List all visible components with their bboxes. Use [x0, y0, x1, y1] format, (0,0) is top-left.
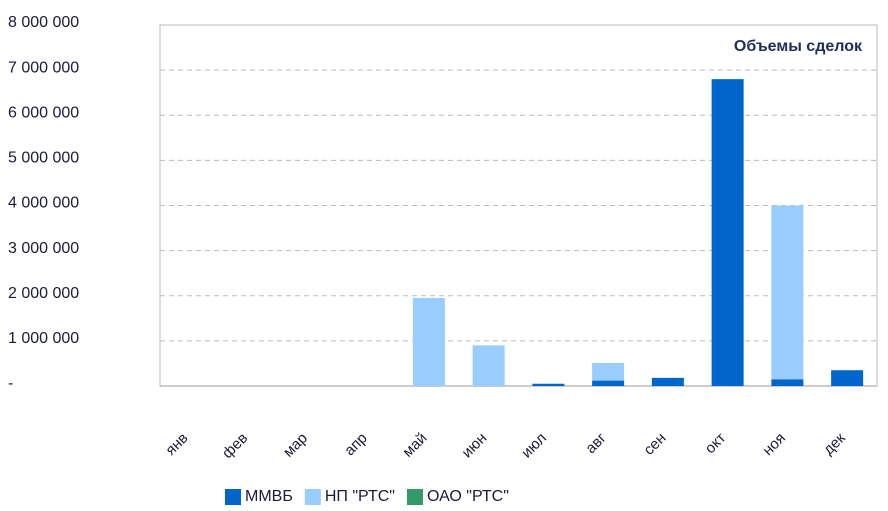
legend-swatch [304, 489, 321, 505]
x-tick-label: май [399, 430, 430, 461]
bar-segment [831, 370, 864, 386]
x-tick-label: авг [582, 429, 610, 457]
bar-segment [472, 345, 505, 386]
bar-segment [592, 362, 625, 381]
legend-label: ОАО "РТС" [427, 488, 509, 505]
bar-segment [592, 380, 625, 386]
legend-swatch [406, 489, 423, 505]
plot-frame [159, 24, 878, 387]
x-tick-label: янв [162, 430, 191, 459]
x-tick-label: фев [219, 430, 251, 462]
legend-label: НП "РТС" [325, 488, 395, 505]
bar-segment [771, 205, 804, 380]
bar-segment [651, 377, 684, 386]
y-tick-label: 8 000 000 [8, 14, 79, 31]
y-tick-label: 5 000 000 [8, 150, 79, 167]
y-tick-label: 4 000 000 [8, 195, 79, 212]
x-tick-label: июл [518, 430, 550, 462]
x-tick-label: мар [280, 430, 311, 461]
y-tick-label: 3 000 000 [8, 240, 79, 257]
bar-segment [771, 379, 804, 386]
y-tick-label: - [8, 375, 13, 392]
x-tick-label: ноя [759, 430, 789, 460]
x-tick-label: июн [458, 430, 490, 462]
y-tick-label: 7 000 000 [8, 59, 79, 76]
bar-segment [412, 298, 445, 386]
y-tick-label: 6 000 000 [8, 104, 79, 121]
x-tick-label: сен [640, 430, 669, 459]
y-tick-label: 1 000 000 [8, 330, 79, 347]
legend-swatch [225, 489, 241, 505]
y-tick-label: 2 000 000 [8, 285, 79, 302]
x-tick-label: апр [341, 430, 371, 460]
legend-label: ММВБ [245, 488, 293, 505]
bar-segment [711, 79, 744, 387]
chart-title: Объемы сделок [734, 38, 863, 55]
x-tick-label: окт [702, 430, 730, 458]
bar-segment [532, 383, 565, 386]
x-tick-label: дек [820, 429, 849, 458]
